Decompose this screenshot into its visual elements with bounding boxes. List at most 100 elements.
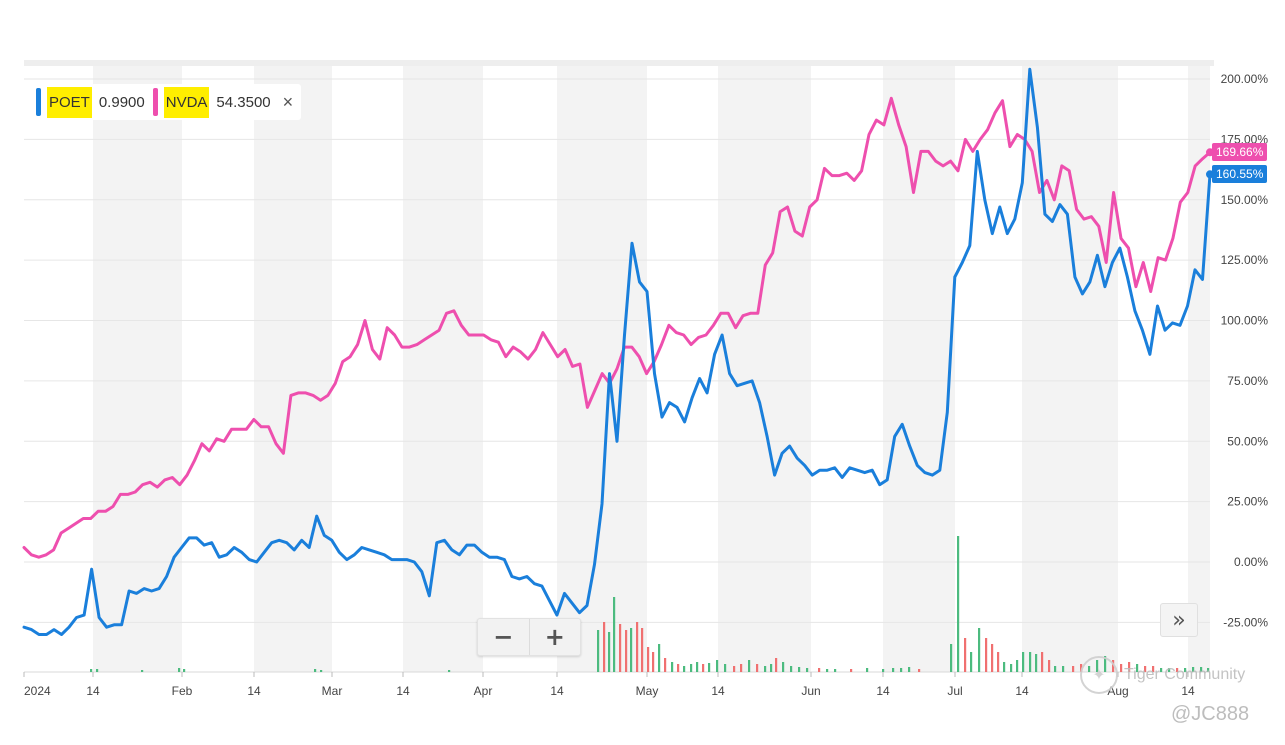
volume-bar xyxy=(613,597,616,672)
volume-bar xyxy=(900,668,903,672)
volume-bar xyxy=(892,668,895,672)
legend-item-poet[interactable]: POET 0.9900 xyxy=(36,84,153,120)
volume-bar xyxy=(748,660,751,672)
y-axis: 200.00% 175.00% 150.00% 125.00% 100.00% 75.00… xyxy=(1221,72,1269,629)
y-tick-label: 200.00% xyxy=(1221,72,1269,86)
volume-bar xyxy=(671,662,674,672)
volume-bar xyxy=(1184,668,1187,672)
x-tick-label: Feb xyxy=(172,684,193,698)
volume-bar xyxy=(658,644,661,672)
volume-bar xyxy=(806,668,809,672)
volume-bar xyxy=(683,666,686,672)
x-tick-label: Jul xyxy=(947,684,962,698)
volume-bar xyxy=(1048,660,1051,672)
volume-bar xyxy=(716,660,719,672)
volume-bar xyxy=(1152,666,1155,672)
volume-bar xyxy=(178,668,181,672)
volume-bar xyxy=(1136,664,1139,672)
band-5 xyxy=(403,66,483,672)
volume-bar xyxy=(641,628,644,672)
watermark: ✦ Tiger Community xyxy=(1080,656,1245,694)
volume-bar xyxy=(991,644,994,672)
band-3 xyxy=(254,66,332,672)
x-tick-label: 2024 xyxy=(24,684,51,698)
watermark-handle: @JC888 xyxy=(1171,703,1250,725)
volume-bar xyxy=(985,638,988,672)
watermark-text: Tiger Community xyxy=(1124,666,1246,683)
volume-bar xyxy=(764,666,767,672)
y-tick-label: 25.00% xyxy=(1227,495,1268,509)
y-tick-label: 175.00% xyxy=(1221,132,1269,146)
volume-bar xyxy=(603,622,606,672)
x-tick-label: Jun xyxy=(801,684,820,698)
x-tick-label: 14 xyxy=(711,684,725,698)
volume-bar xyxy=(1192,667,1195,672)
tiger-logo-icon: ✦ xyxy=(1080,656,1118,694)
volume-bar xyxy=(770,664,773,672)
x-axis: 2024 14 Feb 14 Mar 14 Apr 14 May 14 Jun 14 Jul 14 Aug 1… xyxy=(23,672,1195,698)
volume-bar xyxy=(619,624,622,672)
volume-bar xyxy=(1160,668,1163,672)
y-tick-label: 75.00% xyxy=(1227,374,1268,388)
volume-bar xyxy=(1016,660,1019,672)
legend-symbol-nvda: NVDA xyxy=(163,86,210,118)
x-tick-label: Mar xyxy=(322,684,343,698)
volume-bar xyxy=(636,622,639,672)
scroll-right-button[interactable]: » xyxy=(1160,603,1198,637)
last-value-tag-poet: 160.55% xyxy=(1212,165,1268,183)
volume-bar xyxy=(866,668,869,672)
x-tick-label: 14 xyxy=(1015,684,1029,698)
volume-bar xyxy=(1207,668,1210,672)
volume-bar xyxy=(1120,664,1123,672)
volume-bar xyxy=(970,652,973,672)
volume-bar xyxy=(918,669,921,672)
volume-bar xyxy=(740,664,743,672)
volume-bar xyxy=(625,630,628,672)
volume-bar xyxy=(647,647,650,672)
volume-bar xyxy=(448,670,451,672)
x-tick-label: Apr xyxy=(474,684,493,698)
x-tick-label: May xyxy=(636,684,659,698)
volume-bar xyxy=(908,667,911,672)
y-tick-label: 100.00% xyxy=(1221,314,1269,328)
x-tick-label: 14 xyxy=(550,684,564,698)
volume-bar xyxy=(756,664,759,672)
volume-bar xyxy=(90,669,93,672)
legend: POET 0.9900 NVDA 54.3500 × xyxy=(36,84,302,120)
legend-item-nvda[interactable]: NVDA 54.3500 × xyxy=(152,84,301,120)
volume-bar xyxy=(782,662,785,672)
volume-bar xyxy=(1144,666,1147,672)
volume-bar xyxy=(630,628,633,672)
close-icon[interactable]: × xyxy=(282,91,294,112)
zoom-out-button[interactable]: − xyxy=(478,619,530,655)
volume-bar xyxy=(696,662,699,672)
volume-bar xyxy=(818,668,821,672)
volume-bar xyxy=(690,664,693,672)
band-last xyxy=(1188,66,1210,672)
volume-bar xyxy=(1041,652,1044,672)
volume-bar xyxy=(677,664,680,672)
volume-bar xyxy=(1029,652,1032,672)
volume-bar xyxy=(1010,664,1013,672)
legend-value-nvda: 54.3500 xyxy=(216,93,271,111)
volume-bar xyxy=(652,652,655,672)
legend-symbol-poet: POET xyxy=(47,86,92,118)
legend-color-poet xyxy=(36,88,41,116)
volume-bar xyxy=(702,664,705,672)
volume-bar xyxy=(664,658,667,672)
x-tick-label: 14 xyxy=(247,684,261,698)
volume-bar xyxy=(790,666,793,672)
x-tick-label: 14 xyxy=(396,684,410,698)
volume-bar xyxy=(1062,666,1065,672)
volume-bar xyxy=(850,669,853,672)
volume-bar xyxy=(950,644,953,672)
zoom-in-button[interactable]: + xyxy=(544,623,565,651)
volume-bars xyxy=(90,536,1210,672)
y-tick-label: -25.00% xyxy=(1223,615,1268,629)
volume-bar xyxy=(1200,667,1203,672)
volume-bar xyxy=(1035,654,1038,672)
volume-bar xyxy=(320,670,323,672)
y-tick-label: 0.00% xyxy=(1234,555,1268,569)
volume-bar xyxy=(882,669,885,672)
